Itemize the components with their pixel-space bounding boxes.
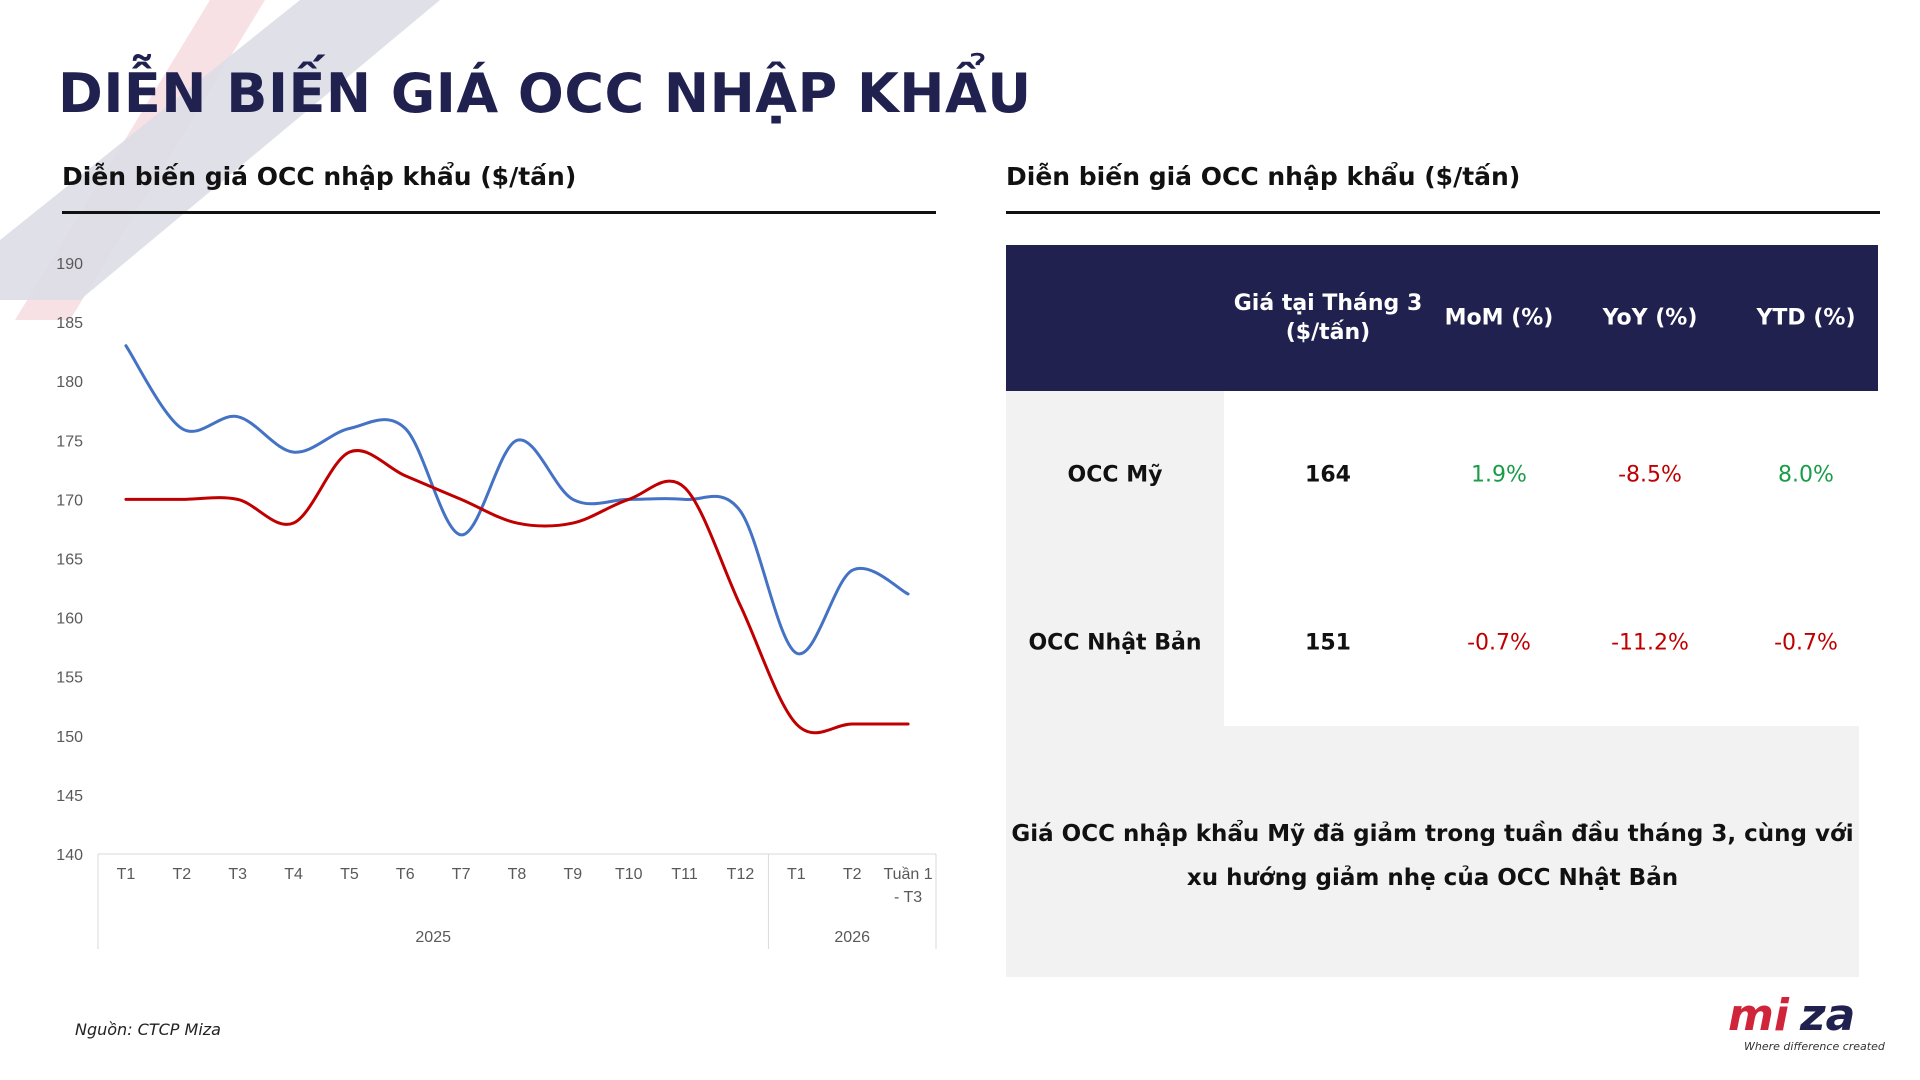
x-tick-label: - T3 bbox=[894, 889, 922, 906]
y-tick-label: 155 bbox=[56, 670, 83, 687]
y-tick-label: 140 bbox=[56, 847, 83, 864]
row-label-column bbox=[1006, 391, 1224, 727]
row-name: OCC Mỹ bbox=[1067, 462, 1163, 488]
miza-logo: mi za Where difference created bbox=[1728, 990, 1886, 1053]
x-tick-label: T6 bbox=[396, 866, 415, 883]
x-tick-label: T4 bbox=[284, 866, 303, 883]
page-title: DIỄN BIẾN GIÁ OCC NHẬP KHẨU bbox=[58, 62, 1032, 125]
x-tick-label: Tuần 1 bbox=[883, 866, 932, 883]
summary-note: Giá OCC nhập khẩu Mỹ đã giảm trong tuần … bbox=[1006, 812, 1859, 900]
svg-text:Where difference created: Where difference created bbox=[1744, 1040, 1886, 1053]
y-tick-label: 175 bbox=[56, 433, 83, 450]
svg-text:mi: mi bbox=[1728, 990, 1790, 1041]
row-mom: -0.7% bbox=[1467, 630, 1531, 656]
year-label: 2025 bbox=[415, 929, 451, 946]
year-label: 2026 bbox=[834, 929, 870, 946]
note-box bbox=[1006, 726, 1859, 977]
row-price: 151 bbox=[1305, 630, 1351, 656]
y-tick-label: 165 bbox=[56, 552, 83, 569]
x-tick-label: T1 bbox=[787, 866, 806, 883]
table-subtitle: Diễn biến giá OCC nhập khẩu ($/tấn) bbox=[1006, 162, 1521, 191]
divider bbox=[1006, 211, 1880, 214]
x-tick-label: T11 bbox=[671, 866, 697, 883]
x-tick-label: T9 bbox=[564, 866, 583, 883]
series-line-occ-nhat-ban bbox=[124, 449, 910, 735]
y-tick-label: 145 bbox=[56, 788, 83, 805]
x-tick-label: T2 bbox=[172, 866, 191, 883]
y-tick-label: 185 bbox=[56, 315, 83, 332]
row-price: 164 bbox=[1305, 462, 1351, 488]
x-tick-label: T2 bbox=[843, 866, 862, 883]
header-yoy: YoY (%) bbox=[1602, 305, 1698, 331]
price-line-chart: 140 145 150 155 160 165 170 175 180 185 190 T1 T2 T3 T… bbox=[56, 256, 937, 949]
x-tick-label: T5 bbox=[340, 866, 359, 883]
note-line: xu hướng giảm nhẹ của OCC Nhật Bản bbox=[1186, 865, 1679, 891]
row-mom: 1.9% bbox=[1471, 462, 1527, 488]
row-ytd: 8.0% bbox=[1778, 462, 1834, 488]
header-price-line1: Giá tại Tháng 3 bbox=[1233, 291, 1423, 316]
header-price: Giá tại Tháng 3 ($/tấn) bbox=[1234, 289, 1423, 347]
header-ytd: YTD (%) bbox=[1756, 305, 1856, 331]
series-line-occ-my bbox=[124, 344, 910, 656]
divider bbox=[62, 211, 936, 214]
x-tick-label: T12 bbox=[727, 866, 755, 883]
row-name: OCC Nhật Bản bbox=[1028, 630, 1202, 656]
note-line: Giá OCC nhập khẩu Mỹ đã giảm trong tuần … bbox=[1011, 821, 1854, 847]
svg-text:za: za bbox=[1799, 990, 1855, 1041]
x-tick-label: T1 bbox=[117, 866, 136, 883]
y-tick-label: 180 bbox=[56, 374, 83, 391]
y-tick-label: 160 bbox=[56, 611, 83, 628]
x-tick-label: T7 bbox=[452, 866, 471, 883]
y-tick-label: 150 bbox=[56, 729, 83, 746]
table-header: Giá tại Tháng 3 ($/tấn) MoM (%) YoY (%) Y… bbox=[1006, 245, 1878, 391]
y-tick-label: 190 bbox=[56, 256, 83, 273]
x-tick-label: T10 bbox=[615, 866, 643, 883]
row-yoy: -11.2% bbox=[1611, 630, 1689, 656]
y-tick-label: 170 bbox=[56, 492, 83, 509]
header-price-line2: ($/tấn) bbox=[1285, 320, 1371, 345]
row-ytd: -0.7% bbox=[1774, 630, 1838, 656]
row-yoy: -8.5% bbox=[1618, 462, 1682, 488]
x-tick-label: T8 bbox=[508, 866, 527, 883]
x-tick-label: T3 bbox=[228, 866, 247, 883]
header-mom: MoM (%) bbox=[1444, 305, 1554, 331]
chart-subtitle: Diễn biến giá OCC nhập khẩu ($/tấn) bbox=[62, 162, 577, 191]
background-decoration bbox=[0, 0, 440, 320]
source-note: Nguồn: CTCP Miza bbox=[75, 1020, 221, 1039]
